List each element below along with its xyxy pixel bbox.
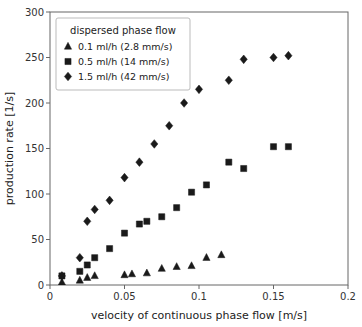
x-tick-label: 0.15 [262,291,284,302]
y-tick [46,239,50,240]
legend: dispersed phase flow 0.1 ml/h (2.8 mm/s) 0… [56,18,190,90]
y-tick-label: 0 [38,280,44,291]
x-tick [50,285,51,289]
legend-label: 1.5 ml/h (42 mm/s) [78,71,169,82]
point [151,140,158,149]
y-tick [46,148,50,149]
legend-title: dispersed phase flow [70,25,176,36]
point [106,196,113,205]
x-tick-label: 0.05 [113,291,135,302]
y-tick-label: 250 [25,52,44,63]
point [203,254,210,261]
point [218,251,225,258]
point [121,271,128,278]
point [285,51,292,60]
x-tick-label: 0.1 [191,291,207,302]
point [226,159,232,165]
x-tick-label: 0 [47,291,53,302]
point [240,55,247,64]
legend-box [56,18,190,90]
point [159,214,165,220]
legend-marker [65,58,71,64]
point [270,144,276,150]
x-tick [199,285,200,289]
y-tick-label: 150 [25,143,44,154]
y-tick [46,57,50,58]
x-tick [273,285,274,289]
y-tick [46,285,50,286]
y-tick-label: 50 [31,234,44,245]
point [58,272,65,281]
point [84,274,91,281]
y-tick-label: 300 [25,7,44,18]
point [203,182,209,188]
point [225,76,232,85]
point [181,99,188,108]
point [241,165,247,171]
point [195,85,202,94]
point [76,276,83,283]
x-tick [124,285,125,289]
point [285,144,291,150]
point [128,270,135,277]
point [76,253,83,262]
point [166,121,173,130]
point [91,205,98,214]
y-tick-label: 200 [25,98,44,109]
y-tick [46,12,50,13]
plot-frame [50,12,348,285]
point [136,221,142,227]
y-tick [46,194,50,195]
point [77,268,83,274]
chart: 0 0.05 0.1 0.15 0.2 0 50 100 150 200 250 300 velocit… [0,0,362,327]
legend-label: 0.5 ml/h (14 mm/s) [78,56,169,67]
legend-label: 0.1 ml/h (2.8 mm/s) [78,41,172,52]
x-axis-label: velocity of continuous phase flow [m/s] [91,309,307,322]
x-tick [348,285,349,289]
point [188,189,194,195]
point [121,173,128,182]
legend-marker [64,42,71,49]
point [143,269,150,276]
point [107,246,113,252]
point [173,263,180,270]
point [174,205,180,211]
x-tick-label: 0.2 [340,291,356,302]
point [136,158,143,167]
point [92,255,98,261]
point [188,262,195,269]
point [270,53,277,62]
y-axis-label: production rate [1/s] [3,92,16,205]
point [84,217,91,226]
point [84,262,90,268]
point [158,264,165,271]
point [121,230,127,236]
y-tick-label: 100 [25,189,44,200]
legend-marker [64,72,71,81]
y-tick [46,103,50,104]
point [144,218,150,224]
point [91,272,98,279]
